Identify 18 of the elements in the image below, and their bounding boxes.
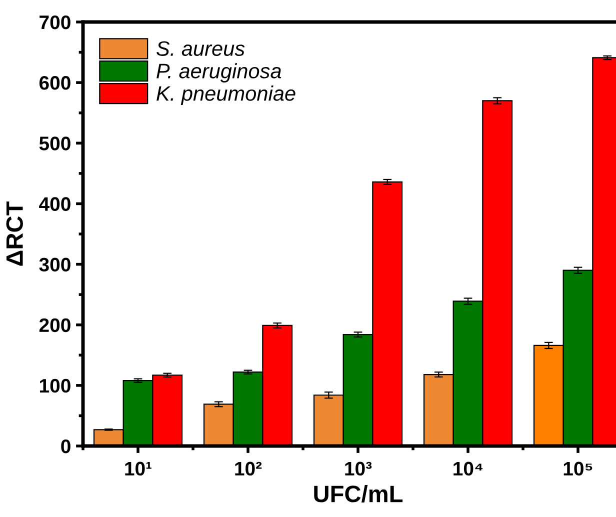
legend-label: K. pneumoniae bbox=[156, 86, 296, 105]
x-tick-label: 10⁴ bbox=[454, 462, 483, 476]
y-tick-label: 700 bbox=[40, 15, 70, 30]
x-tick-label: 10³ bbox=[345, 462, 372, 476]
x-tick-label: 10¹ bbox=[125, 462, 152, 476]
y-tick-label: 500 bbox=[39, 136, 70, 150]
y-tick-label: 300 bbox=[39, 258, 70, 272]
y-tick-label: 400 bbox=[39, 197, 70, 211]
x-axis-title: UFC/mL bbox=[314, 484, 403, 503]
y-tick-label: 100 bbox=[40, 378, 70, 393]
y-axis-title: ΔRCT bbox=[6, 202, 23, 266]
y-tick-label: 600 bbox=[39, 76, 70, 90]
y-tick-label: 0 bbox=[61, 439, 70, 454]
x-tick-label: 10² bbox=[235, 462, 262, 476]
legend-label: S. aureus bbox=[156, 41, 245, 56]
x-tick-label: 10⁵ bbox=[564, 462, 592, 476]
y-tick-label: 200 bbox=[39, 318, 70, 332]
legend-label: P. aeruginosa bbox=[156, 63, 282, 83]
